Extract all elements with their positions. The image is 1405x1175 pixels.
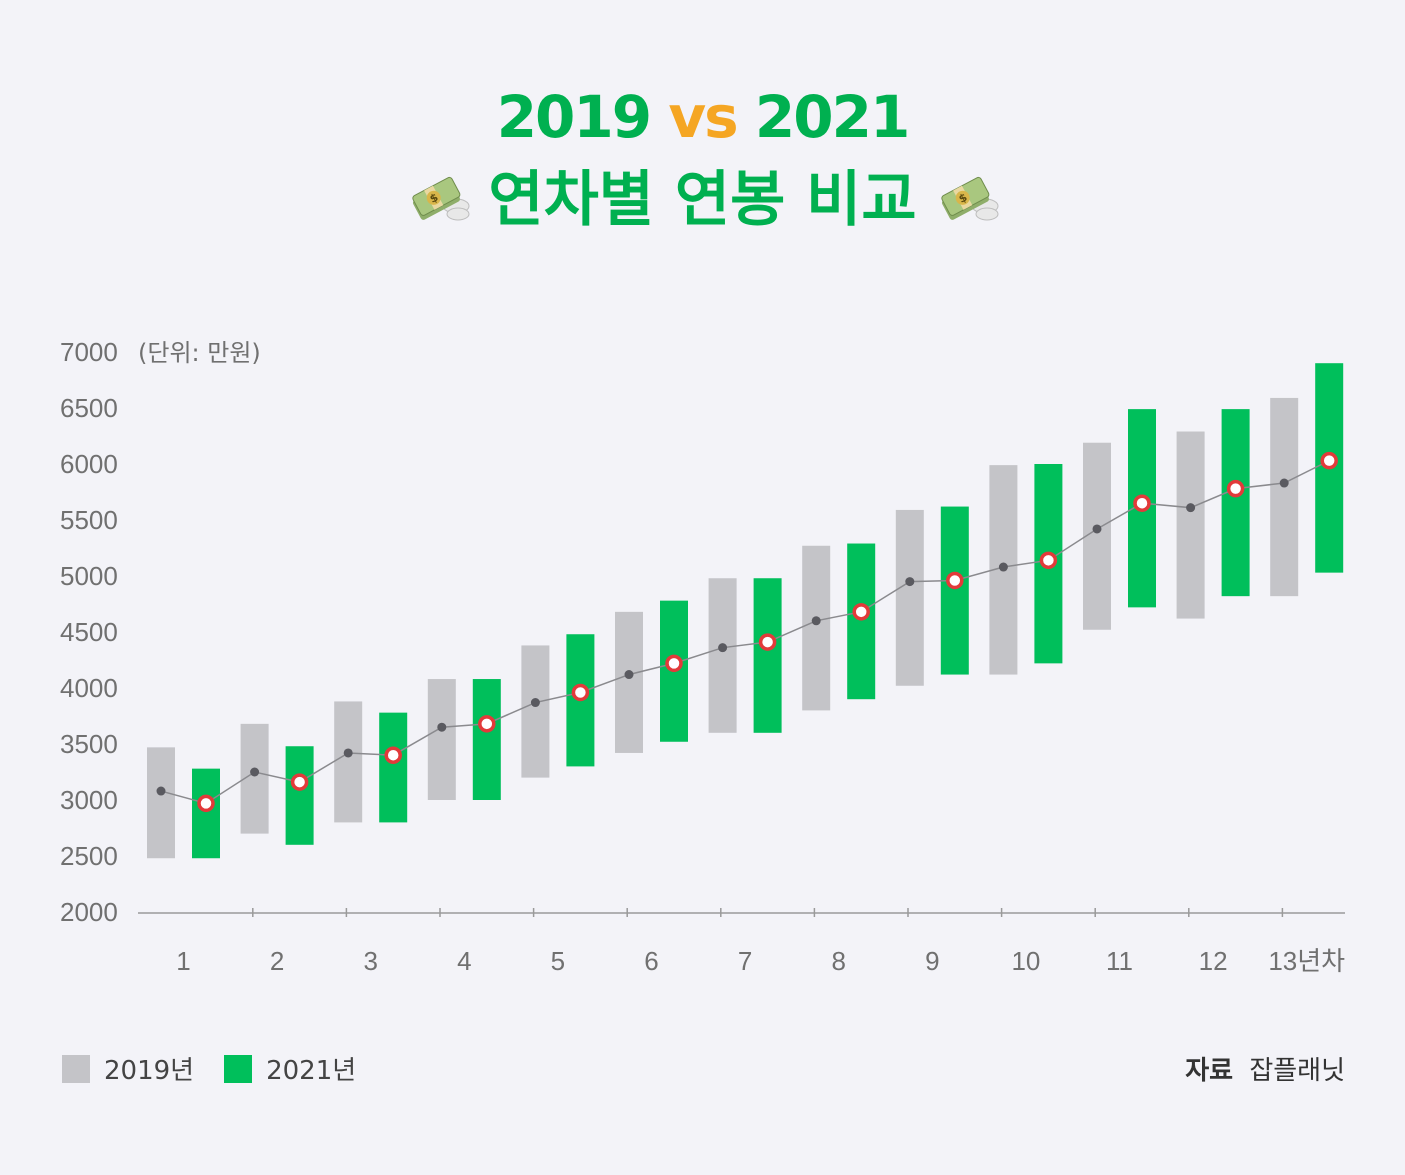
bar-2021 [285, 746, 314, 845]
avg-point-2021 [1133, 494, 1151, 512]
y-tick-label: 5000 [60, 561, 118, 591]
bar-2021 [1221, 409, 1250, 597]
avg-point-2019 [624, 670, 634, 680]
x-tick-label: 9 [925, 946, 939, 976]
y-tick-label: 6000 [60, 449, 118, 479]
bar-2019 [708, 578, 737, 733]
source-credit: 자료 잡플래닛 [1185, 1050, 1345, 1087]
source-key: 자료 [1185, 1056, 1234, 1086]
avg-point-2021 [946, 571, 964, 590]
avg-point-2019 [1092, 524, 1102, 534]
avg-point-2019 [1186, 503, 1196, 513]
x-tick-label: 10 [1011, 946, 1040, 976]
x-tick-label: 4 [457, 946, 471, 976]
bar-2021 [753, 578, 782, 733]
money-with-wings-icon: $ [412, 176, 470, 221]
bar-2019 [1270, 397, 1299, 597]
legend-swatch-2019 [62, 1054, 90, 1083]
avg-point-2021 [1320, 451, 1338, 470]
bar-2019 [802, 545, 831, 711]
avg-point-2021 [384, 746, 402, 764]
title-year-2021: 2021 [754, 83, 910, 151]
bar-2021 [192, 768, 220, 859]
x-tick-label: 2 [270, 946, 284, 976]
bars [147, 363, 1344, 859]
y-tick-label: 2000 [60, 897, 118, 927]
avg-point-2021 [758, 633, 777, 651]
x-tick-label: 7 [738, 946, 752, 976]
y-tick-label: 6500 [60, 393, 118, 423]
source-value: 잡플래닛 [1249, 1056, 1345, 1086]
avg-point-2021 [571, 683, 590, 702]
y-axis: 7000 6500 6000 5500 5000 4500 4000 3500 3000 2500… [60, 337, 118, 927]
bar-2019 [147, 747, 175, 859]
x-axis-ticks [252, 908, 1284, 917]
x-tick-label: 8 [831, 946, 845, 976]
legend-label-2021: 2021년 [266, 1056, 357, 1086]
avg-point-2019 [1279, 478, 1289, 488]
title-year-2019: 2019 [496, 83, 652, 151]
y-tick-label: 3000 [60, 785, 118, 815]
avg-point-2019 [811, 616, 821, 626]
x-tick-label: 11 [1106, 946, 1133, 976]
bar-2021 [379, 712, 408, 823]
avg-point-2021 [665, 654, 683, 673]
avg-point-2019 [718, 643, 728, 653]
legend: 2019년 2021년 [62, 1050, 386, 1087]
x-tick-label: 6 [644, 946, 658, 976]
avg-points [156, 451, 1338, 813]
y-tick-label: 4000 [60, 673, 118, 703]
y-tick-label: 3500 [60, 729, 118, 759]
bar-2019 [521, 645, 550, 778]
avg-point-2019 [905, 577, 915, 587]
title-text: 연차별 연봉 비교 [488, 165, 917, 235]
x-tick-label: 1 [176, 946, 190, 976]
bar-2021 [940, 506, 969, 675]
avg-point-2021 [1226, 479, 1245, 498]
x-tick-label: 13년차 [1268, 946, 1345, 976]
title-vs: vs [668, 83, 738, 151]
avg-point-2019 [437, 722, 447, 732]
title-line1: 2019 vs 2021 [0, 78, 1405, 156]
x-tick-label: 12 [1199, 946, 1228, 976]
y-tick-label: 4500 [60, 617, 118, 647]
x-tick-label: 5 [551, 946, 565, 976]
avg-point-2019 [250, 767, 260, 777]
y-tick-label: 2500 [60, 841, 118, 871]
bar-2021 [472, 679, 501, 800]
avg-point-2019 [343, 748, 353, 758]
bar-2019 [427, 679, 456, 800]
y-tick-label: 7000 [60, 337, 118, 367]
avg-point-2021 [1039, 551, 1058, 570]
money-with-wings-icon: $ [940, 176, 999, 221]
salary-chart: 7000 6500 6000 5500 5000 4500 4000 3500 3000 2500… [60, 337, 1345, 976]
avg-point-2021 [290, 773, 309, 791]
avg-point-2021 [197, 794, 215, 813]
x-tick-label: 3 [363, 946, 377, 976]
bar-2019 [895, 509, 924, 686]
bar-2019 [334, 701, 363, 823]
legend-item-2019: 2019년 [62, 1050, 194, 1087]
bar-2021 [847, 543, 876, 700]
unit-label: (단위: 만원) [138, 339, 261, 367]
y-tick-label: 5500 [60, 505, 118, 535]
legend-label-2019: 2019년 [104, 1056, 195, 1086]
avg-point-2019 [998, 562, 1008, 572]
bar-2019 [1176, 431, 1205, 619]
avg-point-2019 [156, 786, 166, 796]
chart-title: 2019 vs 2021 $ 연차별 연봉 비교 $ [0, 78, 1405, 244]
title-line2: $ 연차별 연봉 비교 $ [0, 156, 1405, 244]
legend-item-2021: 2021년 [224, 1050, 356, 1087]
legend-swatch-2021 [224, 1054, 253, 1083]
x-axis-labels: 1 2 3 4 5 6 7 8 9 10 11 12 13년차 [176, 946, 1345, 976]
avg-point-2019 [530, 698, 540, 708]
avg-point-2021 [852, 603, 870, 621]
bar-2019 [615, 611, 643, 753]
avg-point-2021 [478, 715, 496, 733]
bar-2019 [1083, 442, 1111, 630]
